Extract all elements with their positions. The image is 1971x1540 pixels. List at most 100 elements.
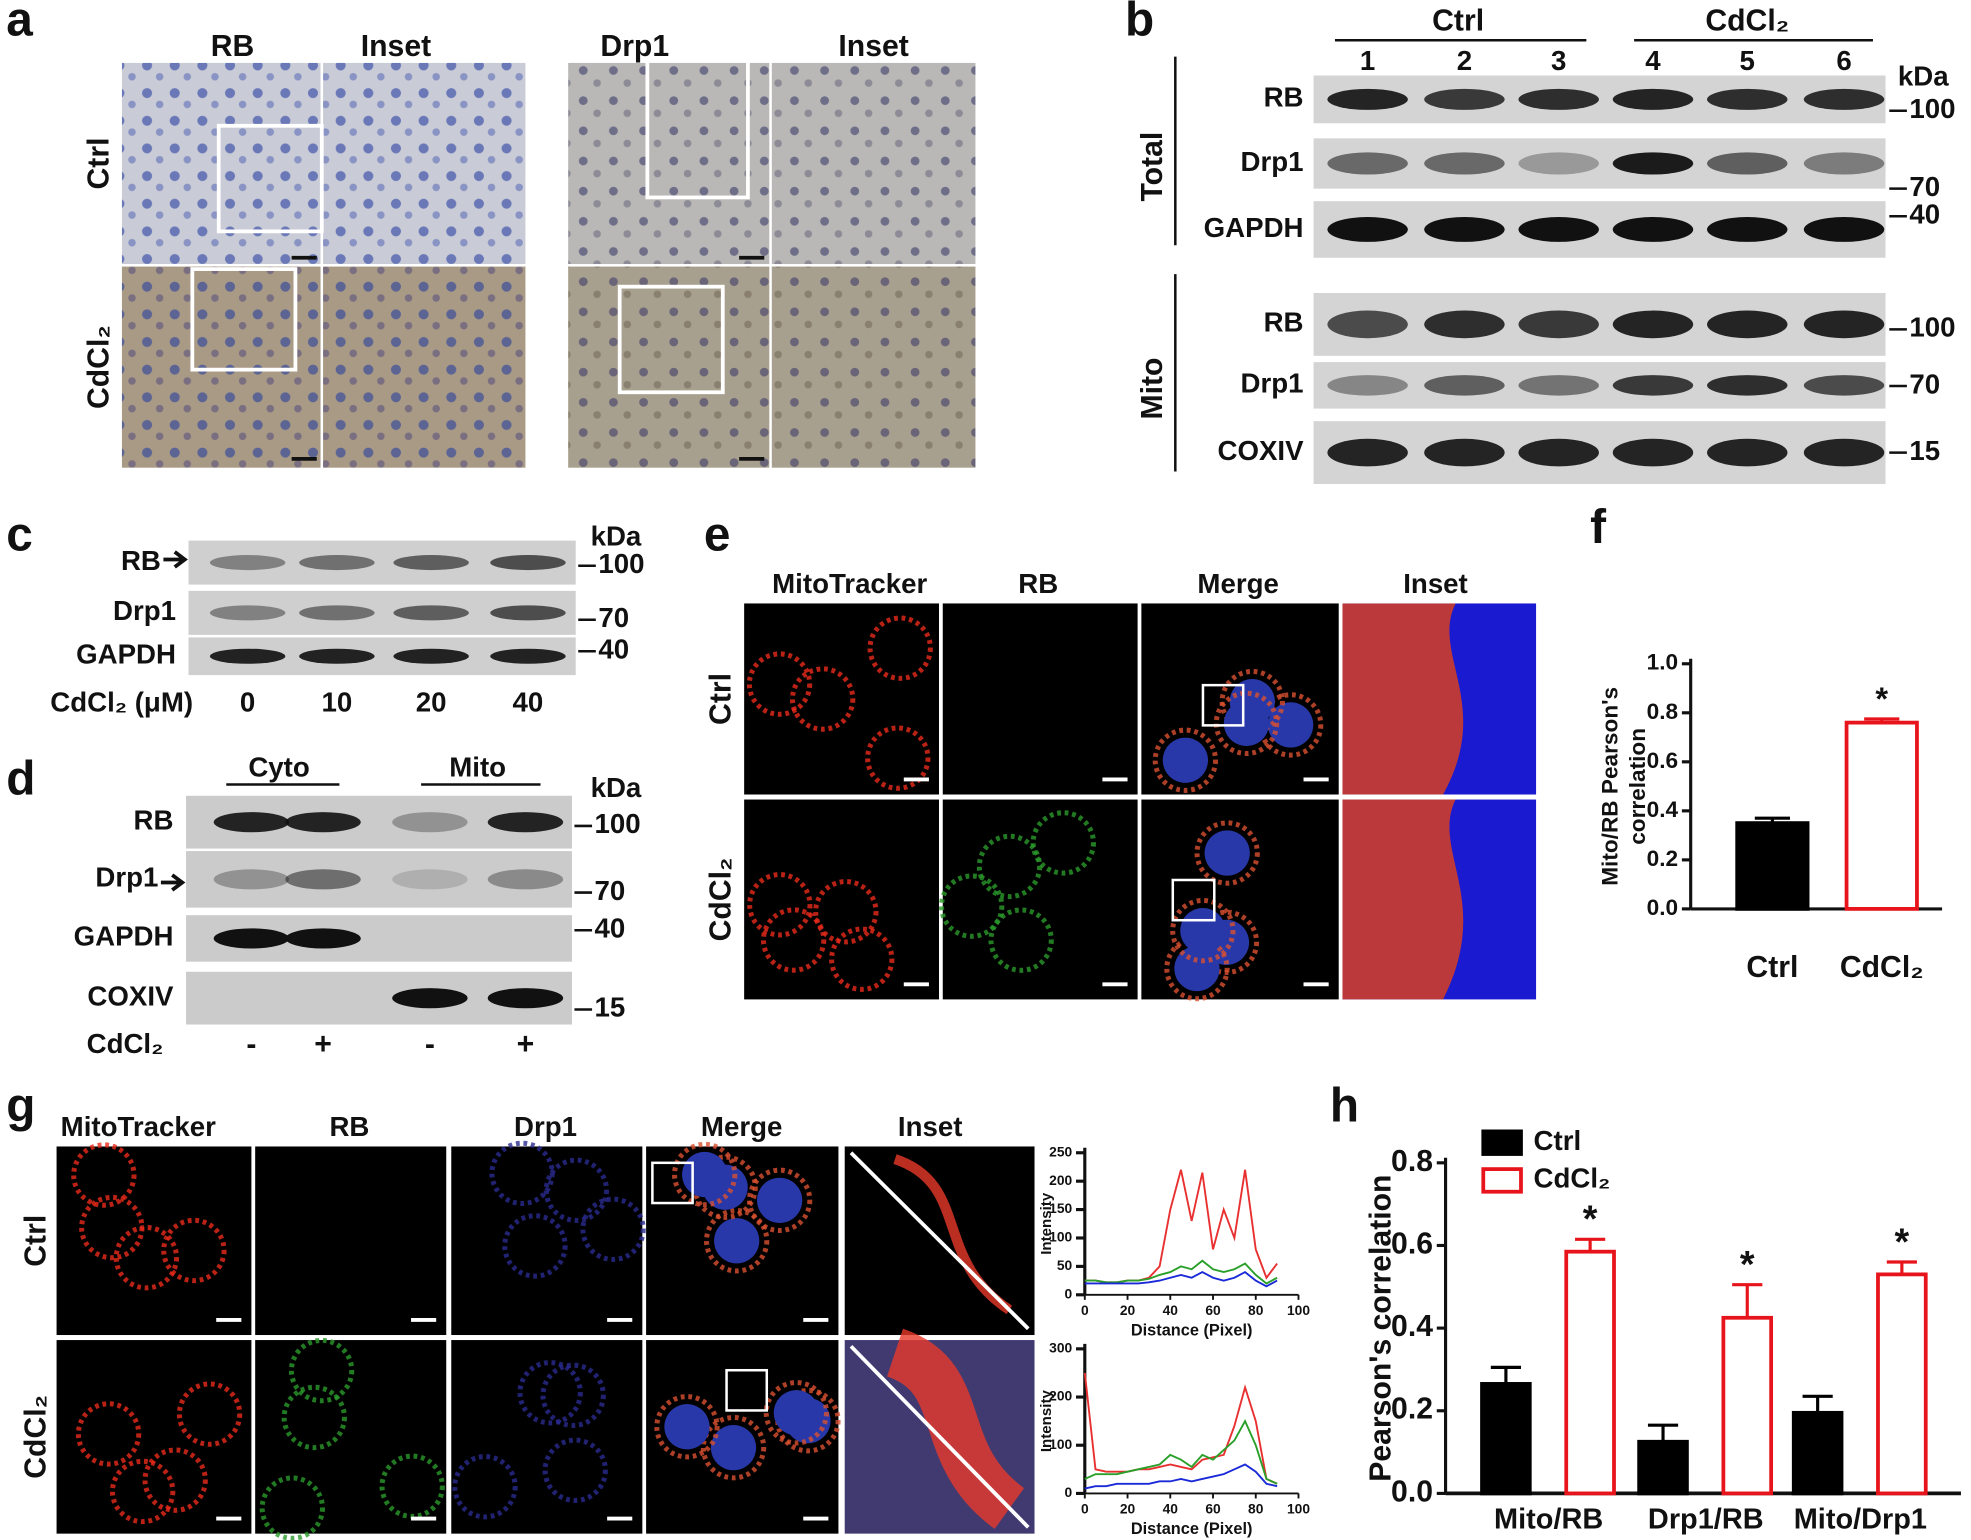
bar — [1721, 1315, 1774, 1496]
blot-strip — [1313, 292, 1886, 356]
cell-signal — [259, 1475, 325, 1540]
blot-band — [1612, 438, 1694, 467]
nucleus — [1174, 945, 1220, 992]
y-tick-label: 200 — [1049, 1388, 1072, 1404]
column-header: MitoTracker — [61, 1111, 216, 1142]
blot-band — [1518, 310, 1599, 339]
blot-band — [1803, 310, 1885, 339]
cell-signal — [1193, 909, 1260, 976]
y-tick-label: 150 — [1049, 1200, 1072, 1216]
bar — [1735, 821, 1810, 911]
inset-signal — [885, 1328, 1025, 1529]
cells — [71, 1142, 227, 1291]
y-tick-label: 0.2 — [1647, 846, 1678, 871]
fluorescence-image — [451, 1340, 643, 1534]
condition-label: - — [246, 1028, 256, 1061]
legend-swatch — [1481, 1167, 1523, 1194]
x-axis-label: Distance (Pixel) — [1131, 1322, 1253, 1340]
blot-band — [1424, 375, 1505, 396]
cell-signal — [176, 1381, 243, 1447]
blot-band — [1612, 375, 1694, 396]
row-label: GAPDH — [76, 639, 176, 670]
x-axis-label: Distance (Pixel) — [1131, 1520, 1253, 1538]
blot-strip — [1313, 421, 1886, 485]
cell-signal — [1194, 820, 1260, 886]
nucleus — [773, 1390, 819, 1436]
cell-signal — [109, 1458, 176, 1525]
panel-label: a — [6, 0, 33, 46]
micrograph — [568, 266, 770, 468]
panel-label: d — [6, 753, 35, 806]
cell-signal — [1164, 935, 1230, 1002]
cells — [672, 1141, 813, 1274]
cells — [938, 810, 1096, 973]
row-label: CdCl₂ — [705, 858, 738, 942]
blot-band — [393, 605, 469, 621]
dose-label: 10 — [322, 686, 353, 717]
x-tick-label: 100 — [1287, 1500, 1310, 1516]
panel-label: c — [6, 509, 33, 562]
data-line — [1084, 1259, 1278, 1285]
kda-marker: 100 — [1909, 93, 1955, 124]
blot-band — [1803, 88, 1885, 110]
inset-box — [651, 1161, 694, 1205]
x-tick-label: Ctrl — [1746, 951, 1798, 984]
blot-band — [1707, 88, 1788, 110]
kda-marker: 100 — [598, 548, 644, 579]
cell-signal — [976, 833, 1043, 900]
cells — [489, 1140, 646, 1279]
inset-signal — [1342, 799, 1464, 1000]
blot-band — [1612, 152, 1694, 175]
kda-marker: 15 — [595, 992, 626, 1023]
unit-label: kDa — [1898, 60, 1949, 91]
fluorescence-image — [451, 1146, 643, 1336]
cell-signal — [867, 615, 933, 681]
blot-band — [392, 988, 468, 1009]
fluorescence-image — [56, 1146, 252, 1336]
cell-signal — [746, 651, 813, 717]
fluorescence-image — [942, 603, 1138, 795]
cell-signal — [760, 907, 827, 973]
nucleus — [1180, 907, 1226, 954]
blot-band — [1327, 88, 1408, 110]
y-tick-label: 0.6 — [1647, 748, 1678, 773]
fluorescence-image — [744, 603, 939, 795]
blot-band — [1803, 217, 1885, 242]
nucleus — [710, 1425, 757, 1471]
cell-signal — [1257, 692, 1324, 758]
cell-signal — [113, 1225, 180, 1291]
blot-band — [1518, 88, 1599, 110]
cell-signal — [775, 1387, 841, 1454]
blot-band — [1707, 152, 1788, 175]
x-tick-label: 60 — [1205, 1500, 1221, 1516]
y-tick-label: 0.8 — [1391, 1145, 1433, 1178]
legend-swatch — [1481, 1129, 1523, 1156]
nucleus — [1204, 830, 1250, 876]
cells — [1152, 668, 1324, 793]
significance: * — [1740, 1243, 1755, 1285]
cell-signal — [75, 1401, 142, 1467]
row-label: Drp1 — [113, 595, 176, 626]
x-tick-label: Mito/RB — [1494, 1504, 1603, 1536]
blot-band — [490, 648, 566, 664]
blot-band — [1707, 375, 1788, 396]
nucleus — [1223, 700, 1270, 746]
column-header: Inset — [898, 1111, 963, 1142]
cell-signal — [746, 1167, 813, 1234]
lane-number: 2 — [1457, 45, 1472, 76]
cell-signal — [502, 1213, 568, 1279]
lane-number: 5 — [1740, 45, 1755, 76]
cell-signal — [288, 1337, 355, 1404]
cells — [747, 872, 895, 992]
cells — [259, 1337, 445, 1540]
lane-number: 6 — [1836, 45, 1851, 76]
group-label: Mito — [449, 752, 506, 783]
blot-band — [490, 555, 566, 571]
blot-band — [1327, 375, 1408, 396]
row-label: RB — [121, 545, 161, 576]
blot-band — [285, 812, 361, 833]
fluorescence-image — [1141, 799, 1339, 1000]
cell-signal — [672, 1141, 738, 1208]
